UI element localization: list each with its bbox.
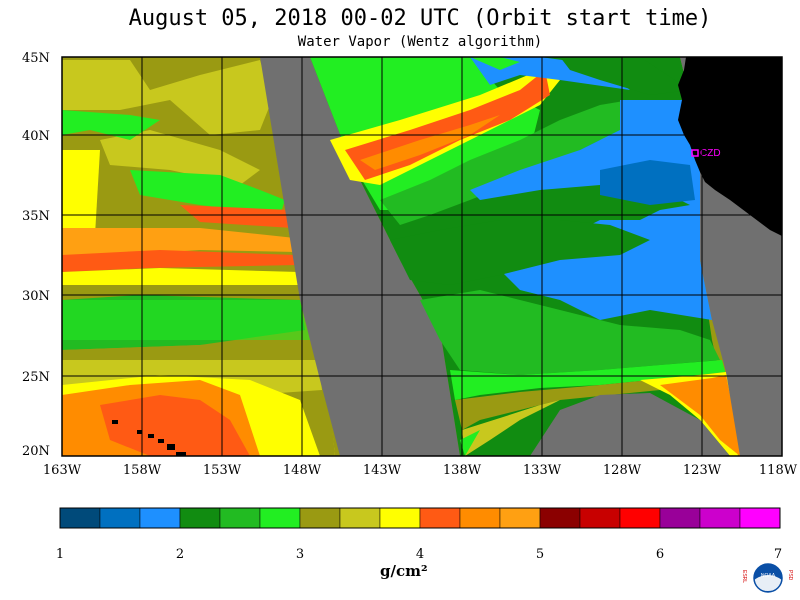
lat-label: 25N [22,370,50,385]
colorbar-swatch [379,507,421,529]
colorbar-swatch [419,507,461,529]
lat-label: 20N [22,444,50,459]
colorbar-swatch [139,507,181,529]
colorbar-tick: 5 [536,547,544,562]
map-frame [61,56,783,457]
noaa-logo: NOAA ESRL PSD [741,563,793,593]
colorbar-swatch [219,507,261,529]
logo-center-text: NOAA [761,573,776,579]
lon-label: 158W [123,463,162,478]
lon-label: 143W [363,463,402,478]
lon-label: 118W [759,463,798,478]
colorbar-swatch [579,507,621,529]
colorbar-swatch [299,507,341,529]
map-title: August 05, 2018 00-02 UTC (Orbit start t… [128,6,712,31]
colorbar-frame [59,507,781,529]
lat-label: 40N [22,129,50,144]
colorbar-swatch [499,507,541,529]
colorbar-swatch [99,507,141,529]
swath-gap-left [260,57,460,456]
lon-label: 123W [683,463,722,478]
lon-label: 133W [523,463,562,478]
colorbar-tick: 3 [296,547,304,562]
colorbar-swatch [539,507,581,529]
colorbar-swatch [339,507,381,529]
colorbar-swatch [179,507,221,529]
lat-label: 35N [22,209,50,224]
lon-label: 163W [43,463,82,478]
map-grid [62,57,782,456]
colorbar-tick: 6 [656,547,664,562]
lat-label: 45N [22,51,50,66]
colorbar-tick: 2 [176,547,184,562]
station-marker [691,149,699,157]
left-swath [62,57,335,456]
colorbar-swatch [739,507,781,529]
colorbar-ticks: 1 2 3 4 5 6 7 [56,547,782,562]
swath-gap-lower [530,393,730,456]
lon-label: 148W [283,463,322,478]
colorbar [59,507,781,529]
hawaii-islands [112,420,186,456]
lat-label: 30N [22,289,50,304]
colorbar-tick: 1 [56,547,64,562]
station-label: CZD [700,148,721,159]
lon-label: 128W [603,463,642,478]
lon-label: 153W [203,463,242,478]
colorbar-tick: 4 [416,547,424,562]
logo-left-text: ESRL [741,570,747,583]
colorbar-swatch [459,507,501,529]
colorbar-swatch [59,507,101,529]
colorbar-unit: g/cm² [380,562,428,580]
map-subtitle: Water Vapor (Wentz algorithm) [297,34,543,50]
lon-axis: 163W 158W 153W 148W 143W 138W 133W 128W … [43,463,798,478]
lat-axis: 45N 40N 35N 30N 25N 20N [22,51,50,459]
land-california [678,57,782,236]
right-swath [310,57,740,456]
colorbar-swatch [619,507,661,529]
logo-right-text: PSD [787,570,793,581]
colorbar-swatch [699,507,741,529]
colorbar-swatch [259,507,301,529]
lon-label: 138W [443,463,482,478]
map-panel: CZD [61,56,783,457]
colorbar-swatch [659,507,701,529]
colorbar-tick: 7 [774,547,782,562]
